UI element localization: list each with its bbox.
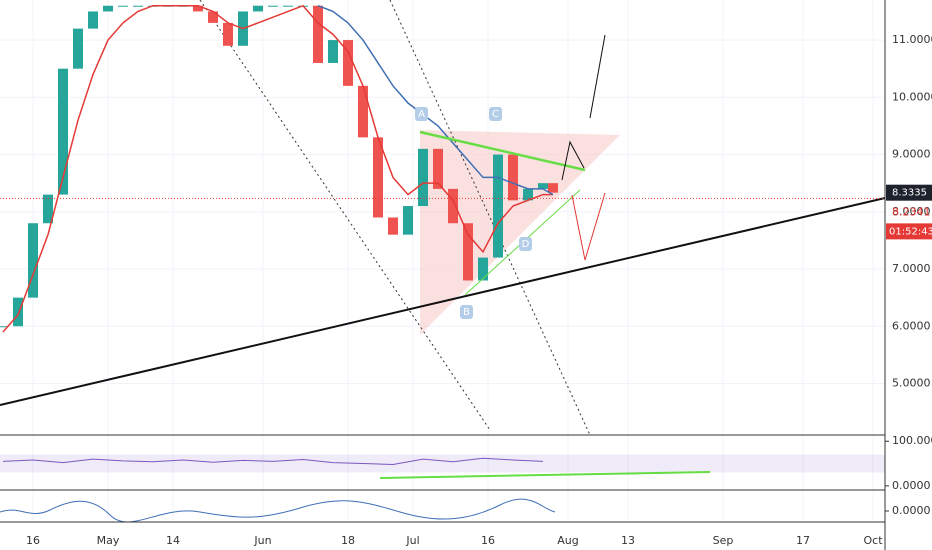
candle	[283, 5, 293, 7]
dotted-trendline	[199, 0, 491, 431]
macd-tick-label: 0.0000	[892, 504, 931, 517]
candle	[388, 217, 398, 235]
x-tick-label: 13	[621, 534, 635, 547]
x-tick-label: 14	[166, 534, 180, 547]
candle	[403, 206, 413, 235]
countdown-box	[886, 223, 932, 240]
line-price-label: 8.2341	[892, 205, 931, 218]
candle	[223, 22, 233, 46]
candle	[358, 85, 368, 138]
arrow	[561, 140, 585, 181]
point-label: B	[463, 307, 470, 318]
resistance-line	[419, 130, 586, 172]
point-label: A	[418, 109, 425, 120]
point-label: D	[522, 239, 530, 250]
countdown-label: 01:52:43	[889, 226, 932, 237]
point-badge	[415, 107, 428, 121]
candle	[103, 5, 113, 12]
y-tick-label: 9.0000	[892, 148, 931, 161]
y-tick-label: 10.0000	[892, 90, 932, 103]
rsi-tick-label: 100.0000	[892, 434, 932, 447]
macd-line	[0, 498, 556, 523]
x-tick-label: May	[97, 534, 120, 547]
candle	[0, 326, 8, 328]
moving-average	[2, 4, 553, 333]
candle	[478, 257, 488, 281]
candle	[73, 28, 83, 69]
x-tick-label: 16	[481, 534, 495, 547]
y-tick-label: 5.0000	[892, 376, 931, 389]
arrow	[589, 34, 606, 119]
candle	[28, 223, 38, 298]
x-tick-label: Oct	[863, 534, 883, 547]
candle	[448, 188, 458, 224]
rsi-trendline	[379, 471, 711, 479]
candle	[328, 40, 338, 63]
x-tick-label: Jun	[253, 534, 271, 547]
x-tick-label: 18	[341, 534, 355, 547]
point-badge	[489, 107, 502, 121]
y-tick-label: 8.0000	[892, 205, 931, 218]
rsi-band	[0, 454, 885, 473]
rsi-pane	[0, 454, 885, 473]
candle	[43, 194, 53, 224]
last-price-box	[886, 184, 932, 201]
x-tick-label: Jul	[405, 534, 419, 547]
candle	[313, 5, 323, 63]
candle	[208, 11, 218, 23]
candle	[133, 5, 143, 7]
candle	[548, 183, 558, 193]
y-tick-label: 6.0000	[892, 319, 931, 332]
candle	[538, 183, 548, 189]
x-tick-label: Sep	[713, 534, 734, 547]
candle	[463, 223, 473, 281]
trendline	[0, 197, 886, 406]
candle	[433, 148, 443, 189]
rsi-line	[2, 457, 544, 465]
candle	[88, 11, 98, 29]
x-tick-label: 16	[26, 534, 40, 547]
candle	[58, 68, 68, 195]
candle	[343, 40, 353, 86]
candle	[493, 154, 503, 258]
candle	[268, 5, 278, 7]
x-tick-label: 17	[796, 534, 810, 547]
y-tick-label: 11.0000	[892, 33, 932, 46]
triangle-drawing	[420, 130, 620, 335]
candle	[508, 154, 518, 201]
candle	[253, 5, 263, 12]
point-badge	[460, 305, 473, 319]
rsi-tick-label: 0.0000	[892, 479, 931, 492]
candle	[418, 148, 428, 207]
x-tick-label: Aug	[557, 534, 578, 547]
last-price-label: 8.3335	[892, 188, 927, 199]
candle	[523, 188, 533, 201]
point-label: C	[492, 109, 499, 120]
candle	[373, 137, 383, 218]
candle	[193, 5, 203, 12]
candle	[13, 297, 23, 327]
price-pane	[0, 4, 558, 333]
candle	[118, 5, 128, 7]
y-tick-label: 7.0000	[892, 262, 931, 275]
point-badge	[519, 237, 532, 251]
moving-average	[317, 5, 554, 196]
arrow	[571, 192, 606, 261]
